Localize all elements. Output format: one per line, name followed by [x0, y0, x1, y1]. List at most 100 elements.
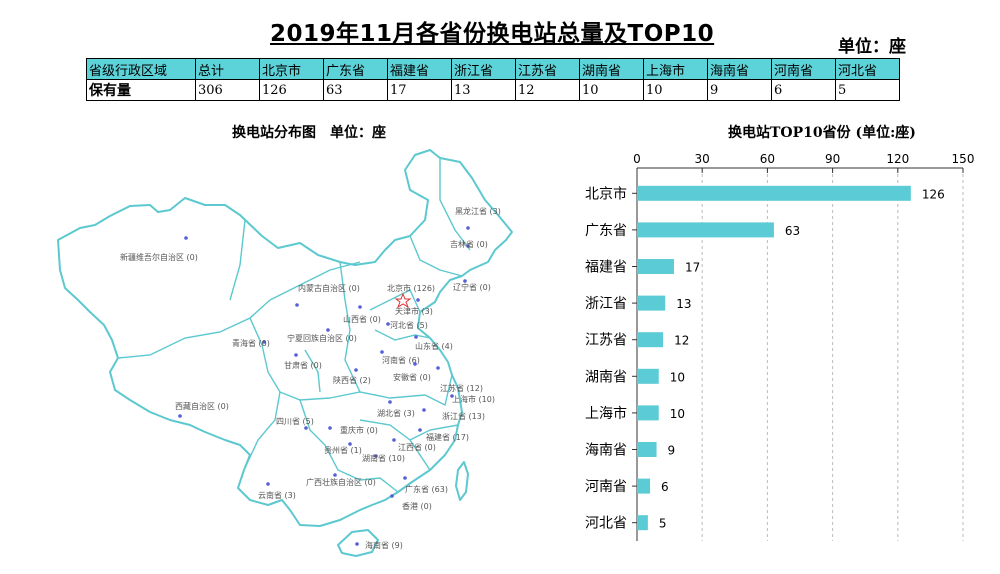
value-label: 10: [670, 370, 685, 384]
category-label: 北京市: [585, 185, 627, 202]
province-label: 新疆维吾尔自治区 (0): [120, 252, 198, 262]
value-label: 5: [659, 517, 667, 531]
province-dot: [386, 322, 390, 326]
bar: [637, 332, 664, 348]
value-labels: 126 63 17 13 12 10 10 9 6 5: [659, 187, 945, 530]
category-label: 河北省: [585, 516, 627, 532]
table-header-cell: 福建省: [387, 58, 452, 80]
province-dot: [348, 442, 352, 446]
unit-label: 单位：座: [838, 37, 906, 57]
province-label: 吉林省 (0): [450, 239, 488, 249]
province-label: 河北省 (5): [390, 320, 428, 330]
summary-header-row: 省级行政区域 总计 北京市 广东省 福建省 浙江省 江苏省 湖南省 上海市 海南…: [86, 58, 900, 80]
province-label: 青海省 (0): [232, 338, 270, 348]
province-label: 江苏省 (12): [440, 383, 483, 393]
x-tick-label: 0: [633, 152, 641, 166]
province-dot: [390, 494, 394, 498]
bars: [637, 185, 911, 531]
province-label: 河南省 (6): [382, 355, 420, 365]
page-title: 2019年11月各省份换电站总量及TOP10: [270, 21, 715, 47]
province-label: 江西省 (0): [398, 442, 436, 452]
category-label: 江苏省: [585, 333, 627, 349]
province-label: 山西省 (0): [343, 314, 381, 324]
province-dot: [416, 298, 420, 302]
category-label: 浙江省: [585, 296, 627, 312]
table-header-cell: 省级行政区域: [86, 58, 196, 80]
bar: [637, 222, 774, 238]
capital-star-icon: [394, 292, 412, 309]
map-title: 换电站分布图 单位：座: [232, 125, 386, 141]
table-cell: 126: [259, 79, 324, 101]
bar: [637, 478, 651, 494]
province-label: 四川省 (5): [276, 416, 314, 426]
province-label: 广西壮族自治区 (0): [306, 477, 376, 487]
x-tick-label: 120: [886, 152, 909, 166]
bar: [637, 259, 674, 274]
map-outline: [57, 149, 513, 557]
province-label: 黑龙江省 (3): [455, 206, 501, 216]
x-tick-label: 60: [760, 152, 775, 166]
province-dot: [295, 303, 299, 307]
province-label: 宁夏回族自治区 (0): [287, 333, 357, 343]
province-dot: [418, 428, 422, 432]
province-label: 西藏自治区 (0): [175, 401, 229, 411]
province-dot: [266, 482, 270, 486]
table-cell: 63: [323, 79, 388, 101]
province-dot: [354, 368, 358, 372]
table-cell: 保有量: [86, 79, 196, 101]
province-dot: [413, 362, 417, 366]
province-label: 海南省 (9): [365, 540, 403, 550]
x-tick-label: 30: [695, 152, 710, 166]
province-dot: [178, 414, 182, 418]
value-label: 63: [785, 224, 800, 238]
province-label: 山东省 (4): [415, 341, 453, 351]
province-label: 浙江省 (13): [442, 411, 485, 421]
value-label: 12: [674, 334, 689, 348]
value-label: 13: [676, 297, 691, 311]
province-label: 甘肃省 (0): [284, 360, 322, 370]
table-header-cell: 湖南省: [579, 58, 644, 80]
province-label: 北京市 (126): [387, 283, 435, 293]
province-label: 安徽省 (0): [393, 372, 431, 382]
table-header-cell: 北京市: [259, 58, 324, 80]
province-label: 湖北省 (3): [377, 408, 415, 418]
bar: [637, 368, 659, 384]
bar: [637, 405, 659, 421]
province-dot: [466, 244, 470, 248]
category-label: 上海市: [585, 405, 627, 422]
summary-table: 省级行政区域 总计 北京市 广东省 福建省 浙江省 江苏省 湖南省 上海市 海南…: [86, 58, 900, 101]
province-dot: [326, 328, 330, 332]
province-dot: [436, 366, 440, 370]
table-cell: 12: [515, 79, 580, 101]
province-dot: [262, 340, 266, 344]
province-dot: [374, 454, 378, 458]
table-cell: 17: [387, 79, 452, 101]
province-dot: [463, 279, 467, 283]
bar: [637, 515, 648, 531]
bar: [637, 185, 911, 201]
province-label: 湖南省 (10): [362, 453, 405, 463]
table-header-cell: 上海市: [643, 58, 708, 80]
value-label: 126: [922, 187, 945, 201]
bar: [637, 295, 666, 311]
category-label: 海南省: [585, 443, 627, 459]
province-label: 上海市 (10): [452, 394, 495, 404]
province-label: 贵州省 (1): [324, 445, 362, 455]
bar: [637, 442, 657, 457]
province-dot: [184, 236, 188, 240]
table-cell: 306: [195, 79, 260, 101]
summary-value-row: 保有量 306 126 63 17 13 12 10 10 9 6 5: [86, 79, 900, 101]
province-dot: [380, 350, 384, 354]
chart-title: 换电站TOP10省份 (单位:座): [728, 125, 916, 141]
value-label: 10: [670, 407, 685, 421]
province-label: 陕西省 (2): [333, 375, 371, 385]
province-dot: [294, 353, 298, 357]
province-dot: [355, 542, 359, 546]
value-label: 6: [661, 480, 669, 494]
province-dot: [414, 335, 418, 339]
map-labels: 黑龙江省 (3) 吉林省 (0) 辽宁省 (0) 内蒙古自治区 (0) 北京市 (126…: [120, 206, 501, 550]
province-label: 重庆市 (0): [340, 425, 378, 435]
